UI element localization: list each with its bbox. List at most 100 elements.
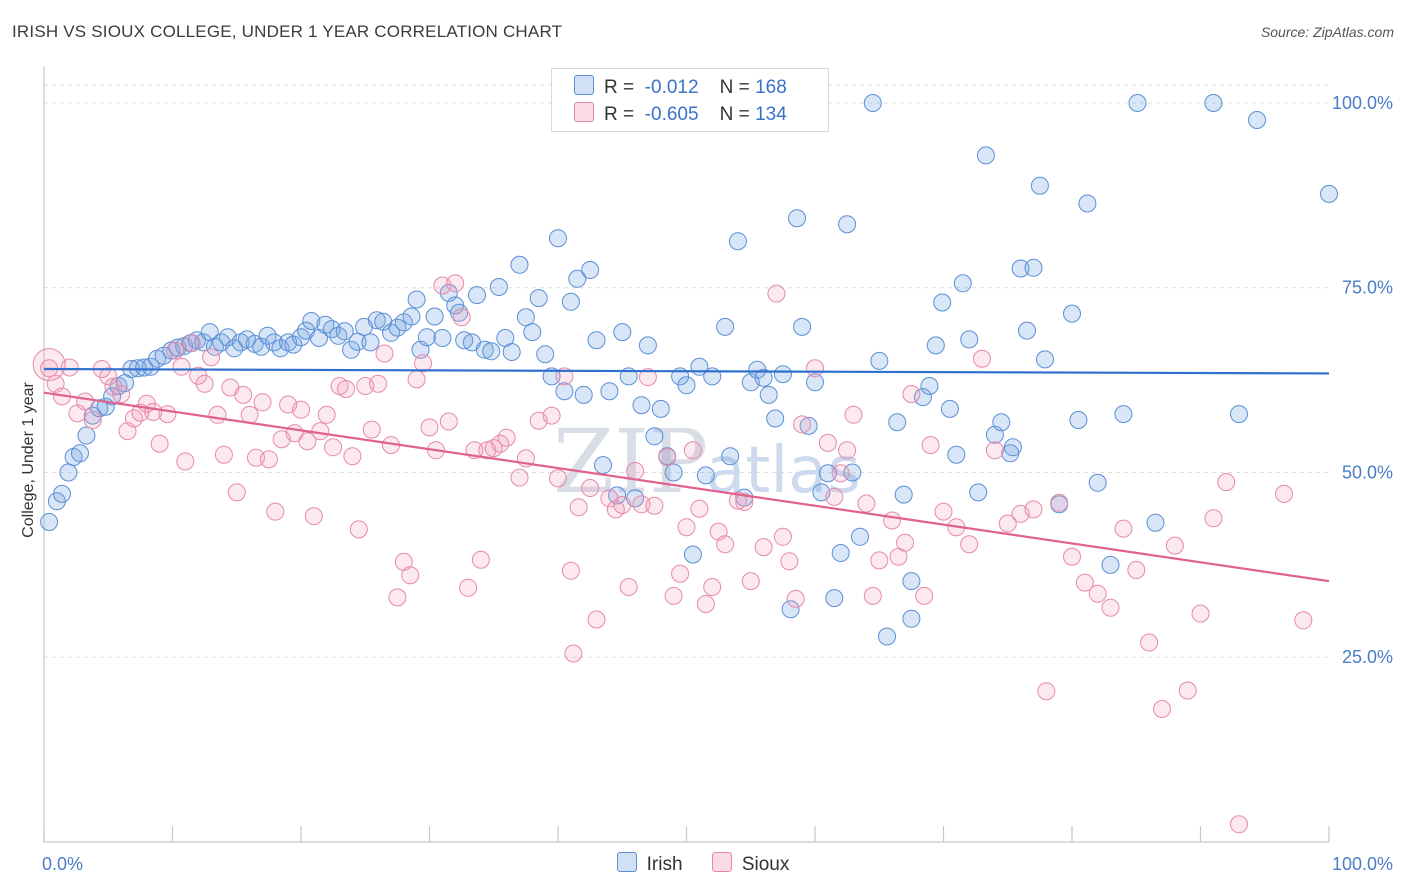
irish-point[interactable]	[1204, 94, 1223, 112]
irish-point[interactable]	[645, 427, 664, 446]
sioux-point[interactable]	[831, 464, 850, 483]
sioux-point[interactable]	[1275, 484, 1293, 503]
sioux-point[interactable]	[638, 368, 657, 387]
irish-point[interactable]	[1078, 194, 1097, 213]
irish-point[interactable]	[536, 345, 555, 364]
irish-point[interactable]	[83, 406, 102, 425]
sioux-point[interactable]	[896, 533, 914, 552]
sioux-point[interactable]	[806, 359, 824, 378]
irish-point[interactable]	[59, 463, 78, 482]
irish-point[interactable]	[425, 307, 444, 326]
sioux-point[interactable]	[1024, 500, 1043, 519]
sioux-point[interactable]	[471, 550, 490, 569]
irish-point[interactable]	[696, 466, 715, 485]
sioux-point[interactable]	[883, 511, 902, 530]
sioux-point[interactable]	[414, 354, 433, 373]
sioux-point-large[interactable]	[32, 348, 66, 382]
sioux-point[interactable]	[960, 535, 979, 554]
sioux-point[interactable]	[915, 586, 934, 605]
irish-point[interactable]	[367, 311, 386, 330]
sioux-point[interactable]	[150, 434, 169, 453]
irish-point[interactable]	[1146, 513, 1165, 532]
irish-point[interactable]	[1011, 259, 1030, 278]
sioux-point[interactable]	[1165, 536, 1184, 555]
sioux-point[interactable]	[973, 349, 991, 368]
irish-point[interactable]	[638, 336, 657, 355]
sioux-point[interactable]	[459, 578, 478, 597]
sioux-point[interactable]	[683, 441, 702, 460]
sioux-point[interactable]	[561, 561, 580, 580]
irish-point[interactable]	[549, 229, 567, 248]
sioux-point[interactable]	[690, 499, 709, 518]
sioux-point[interactable]	[182, 334, 201, 353]
irish-point[interactable]	[728, 232, 747, 251]
irish-point[interactable]	[721, 447, 740, 466]
legend-item-irish[interactable]: Irish	[616, 852, 683, 876]
irish-point[interactable]	[475, 340, 494, 359]
irish-point[interactable]	[361, 333, 380, 352]
sioux-point[interactable]	[401, 566, 420, 585]
irish-point[interactable]	[302, 312, 321, 330]
sioux-point[interactable]	[619, 578, 638, 596]
irish-point[interactable]	[878, 627, 896, 646]
irish-point[interactable]	[1230, 405, 1248, 424]
irish-point[interactable]	[1101, 555, 1120, 574]
sioux-point[interactable]	[658, 448, 677, 466]
sioux-point[interactable]	[298, 432, 317, 451]
sioux-point[interactable]	[234, 385, 253, 404]
sioux-point[interactable]	[786, 589, 805, 608]
sioux-point[interactable]	[1050, 493, 1069, 512]
sioux-point[interactable]	[569, 498, 588, 517]
irish-point[interactable]	[1248, 111, 1266, 129]
sioux-point[interactable]	[696, 595, 715, 613]
irish-point[interactable]	[851, 527, 869, 546]
sioux-point[interactable]	[349, 520, 368, 539]
sioux-point[interactable]	[166, 341, 185, 360]
sioux-point[interactable]	[1191, 604, 1210, 623]
sioux-point[interactable]	[1114, 519, 1133, 538]
irish-point[interactable]	[831, 544, 850, 562]
sioux-point[interactable]	[1127, 561, 1146, 579]
sioux-point[interactable]	[632, 495, 651, 514]
sioux-point[interactable]	[208, 405, 227, 424]
irish-point[interactable]	[1320, 184, 1338, 203]
irish-point[interactable]	[926, 336, 945, 355]
sioux-point[interactable]	[555, 367, 574, 386]
irish-point[interactable]	[594, 456, 612, 475]
irish-point[interactable]	[677, 376, 696, 395]
irish-point[interactable]	[888, 413, 907, 432]
irish-point[interactable]	[793, 317, 812, 336]
sioux-point[interactable]	[542, 406, 561, 425]
sioux-point[interactable]	[76, 392, 95, 411]
irish-point[interactable]	[529, 289, 548, 308]
sioux-point[interactable]	[510, 468, 529, 487]
irish-point[interactable]	[902, 609, 921, 628]
irish-point[interactable]	[766, 409, 785, 428]
irish-point[interactable]	[329, 326, 348, 345]
sioux-point[interactable]	[420, 418, 439, 437]
sioux-point[interactable]	[1088, 584, 1107, 603]
sioux-point[interactable]	[247, 448, 265, 467]
irish-point[interactable]	[613, 323, 632, 342]
sioux-point[interactable]	[767, 284, 786, 303]
irish-point[interactable]	[1024, 258, 1043, 277]
sioux-point[interactable]	[728, 491, 747, 510]
irish-point[interactable]	[335, 322, 354, 341]
irish-point[interactable]	[40, 513, 59, 531]
irish-point[interactable]	[1018, 321, 1036, 340]
irish-point[interactable]	[806, 373, 824, 392]
irish-point[interactable]	[838, 215, 857, 234]
irish-point[interactable]	[455, 331, 474, 350]
sioux-point[interactable]	[240, 405, 259, 424]
irish-point[interactable]	[960, 330, 979, 349]
sioux-point[interactable]	[311, 422, 330, 441]
irish-point[interactable]	[561, 292, 580, 311]
sioux-point[interactable]	[195, 374, 214, 393]
irish-point[interactable]	[933, 293, 952, 312]
irish-point[interactable]	[716, 317, 735, 336]
irish-point[interactable]	[489, 278, 508, 296]
sioux-point[interactable]	[773, 527, 792, 546]
irish-point[interactable]	[587, 331, 606, 350]
irish-point[interactable]	[258, 326, 277, 345]
irish-point[interactable]	[348, 332, 367, 351]
